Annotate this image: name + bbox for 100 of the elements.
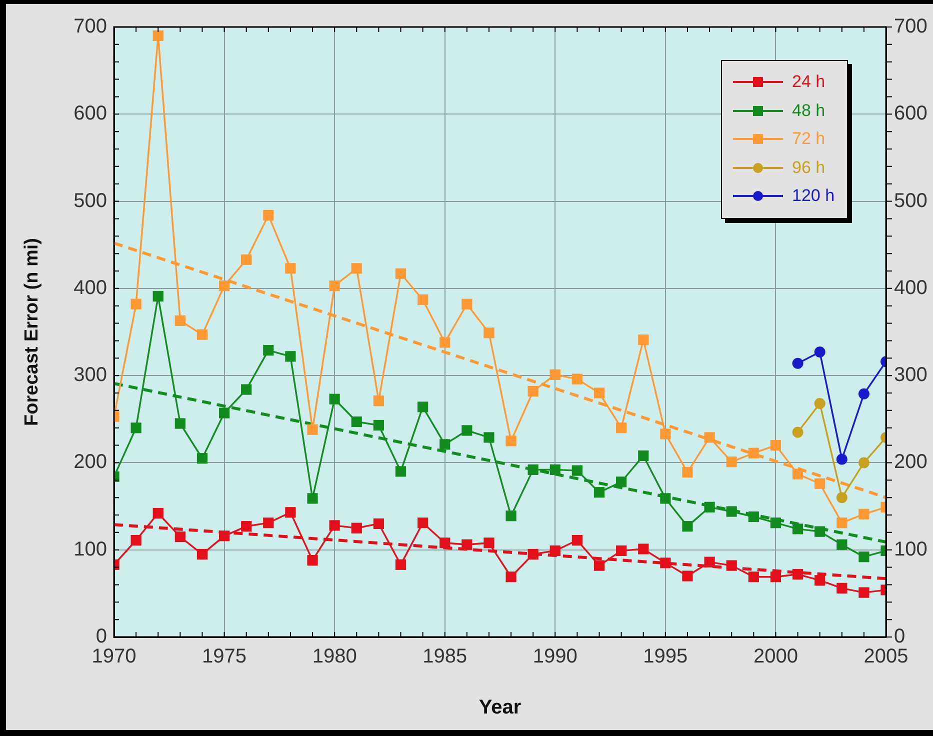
point	[594, 388, 605, 398]
point	[550, 545, 560, 556]
point	[307, 555, 318, 566]
point	[440, 439, 450, 450]
point	[748, 448, 759, 458]
point	[130, 422, 142, 434]
point	[152, 508, 164, 519]
y-tick-label: 100	[74, 538, 107, 560]
legend-label: 96 h	[792, 158, 826, 178]
y-tick-label: 200	[74, 451, 107, 474]
point	[241, 254, 252, 265]
point	[462, 298, 472, 310]
point	[858, 552, 870, 562]
point	[506, 436, 516, 446]
point	[373, 396, 384, 406]
y2-tick-label: 500	[894, 190, 928, 212]
point	[285, 351, 296, 362]
point	[814, 398, 826, 409]
point	[152, 30, 164, 42]
y-tick-label: 300	[74, 364, 107, 386]
point	[836, 518, 848, 528]
point	[770, 518, 782, 528]
point	[351, 263, 362, 274]
point	[704, 556, 715, 568]
x-axis-title: Year	[478, 696, 522, 719]
point	[351, 522, 362, 534]
point	[572, 374, 583, 384]
point	[329, 394, 340, 404]
point	[550, 464, 560, 475]
point	[814, 575, 826, 586]
point	[417, 518, 428, 528]
y2-tick-label: 400	[894, 276, 928, 299]
point	[682, 466, 693, 478]
point	[638, 450, 649, 462]
point	[462, 539, 472, 550]
legend-label: 72 h	[792, 129, 826, 150]
point	[836, 454, 848, 465]
point	[174, 531, 186, 542]
point	[726, 560, 737, 571]
point	[682, 570, 693, 582]
point	[616, 422, 627, 434]
point	[218, 280, 230, 292]
point	[616, 545, 627, 556]
point	[792, 358, 804, 369]
point	[660, 493, 671, 504]
point	[836, 539, 848, 550]
point	[748, 572, 759, 582]
point	[506, 572, 516, 582]
point	[484, 538, 494, 548]
x-tick-label: 1990	[532, 646, 578, 668]
y2-tick-label: 200	[894, 451, 928, 474]
point	[395, 268, 406, 279]
point	[196, 548, 208, 560]
point	[174, 315, 186, 326]
legend-label: 24 h	[792, 72, 826, 92]
point	[572, 534, 583, 546]
point	[660, 428, 671, 440]
point	[528, 464, 538, 475]
point	[726, 506, 737, 517]
point	[858, 457, 870, 468]
point	[858, 587, 870, 598]
y-tick-label: 500	[74, 190, 107, 212]
point	[417, 294, 428, 306]
point	[814, 478, 826, 489]
point	[152, 290, 164, 302]
point	[792, 468, 804, 480]
point	[196, 453, 208, 464]
x-tick-label: 1980	[312, 646, 357, 668]
y2-tick-label: 700	[894, 16, 928, 38]
point	[484, 432, 494, 443]
point	[373, 420, 384, 431]
point	[616, 476, 627, 488]
point	[550, 369, 560, 380]
y2-tick-label: 300	[894, 364, 928, 386]
point	[285, 263, 296, 274]
point	[594, 560, 605, 571]
point	[440, 538, 450, 548]
point	[241, 384, 252, 395]
y-tick-label: 0	[96, 626, 107, 648]
point	[307, 424, 318, 435]
point	[373, 518, 384, 530]
point	[638, 544, 649, 554]
point	[285, 507, 296, 518]
point	[130, 298, 142, 310]
point	[395, 466, 406, 477]
point	[660, 558, 671, 568]
point	[836, 582, 848, 594]
point	[528, 386, 538, 397]
y-tick-label: 700	[74, 16, 107, 38]
point	[770, 440, 782, 451]
point	[704, 432, 715, 443]
point	[770, 572, 782, 582]
point	[263, 344, 274, 356]
point	[218, 530, 230, 542]
y-tick-label: 400	[74, 276, 107, 299]
point	[263, 518, 274, 528]
point	[174, 418, 186, 429]
point	[638, 334, 649, 346]
point	[196, 329, 208, 340]
x-tick-label: 1975	[202, 646, 247, 668]
